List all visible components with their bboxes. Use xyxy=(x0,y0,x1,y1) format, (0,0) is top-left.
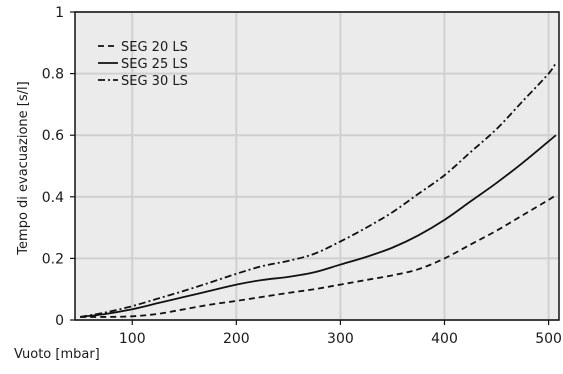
y-tick-label: 0.4 xyxy=(42,190,64,206)
x-tick-label: 400 xyxy=(431,331,458,347)
legend-label: SEG 25 LS xyxy=(121,57,188,72)
y-axis-label: Tempo di evacuazione [s/l] xyxy=(16,81,31,255)
x-tick-label: 500 xyxy=(535,331,562,347)
legend-label: SEG 20 LS xyxy=(121,40,188,55)
x-tick-label: 200 xyxy=(223,331,250,347)
y-tick-label: 0.2 xyxy=(42,251,64,267)
y-tick-label: 0.8 xyxy=(42,67,64,83)
series-line-1 xyxy=(80,194,557,318)
y-tick-label: 0 xyxy=(55,313,64,329)
y-tick-label: 0.6 xyxy=(42,128,64,144)
legend: SEG 20 LS SEG 25 LS SEG 30 LS xyxy=(98,40,188,89)
x-axis-ticks: 100 200 300 400 500 xyxy=(119,320,562,347)
series-line-2 xyxy=(80,134,557,318)
y-axis-ticks: 0 0.2 0.4 0.6 0.8 1 xyxy=(42,5,75,329)
x-axis-label: Vuoto [mbar] xyxy=(14,347,100,362)
series-lines xyxy=(80,62,557,318)
plot-frame xyxy=(74,11,560,321)
x-tick-label: 300 xyxy=(327,331,354,347)
legend-label: SEG 30 LS xyxy=(121,74,188,89)
plot-background xyxy=(75,12,559,320)
y-tick-label: 1 xyxy=(55,5,64,21)
x-tick-label: 100 xyxy=(119,331,146,347)
series-line-3 xyxy=(80,62,557,318)
